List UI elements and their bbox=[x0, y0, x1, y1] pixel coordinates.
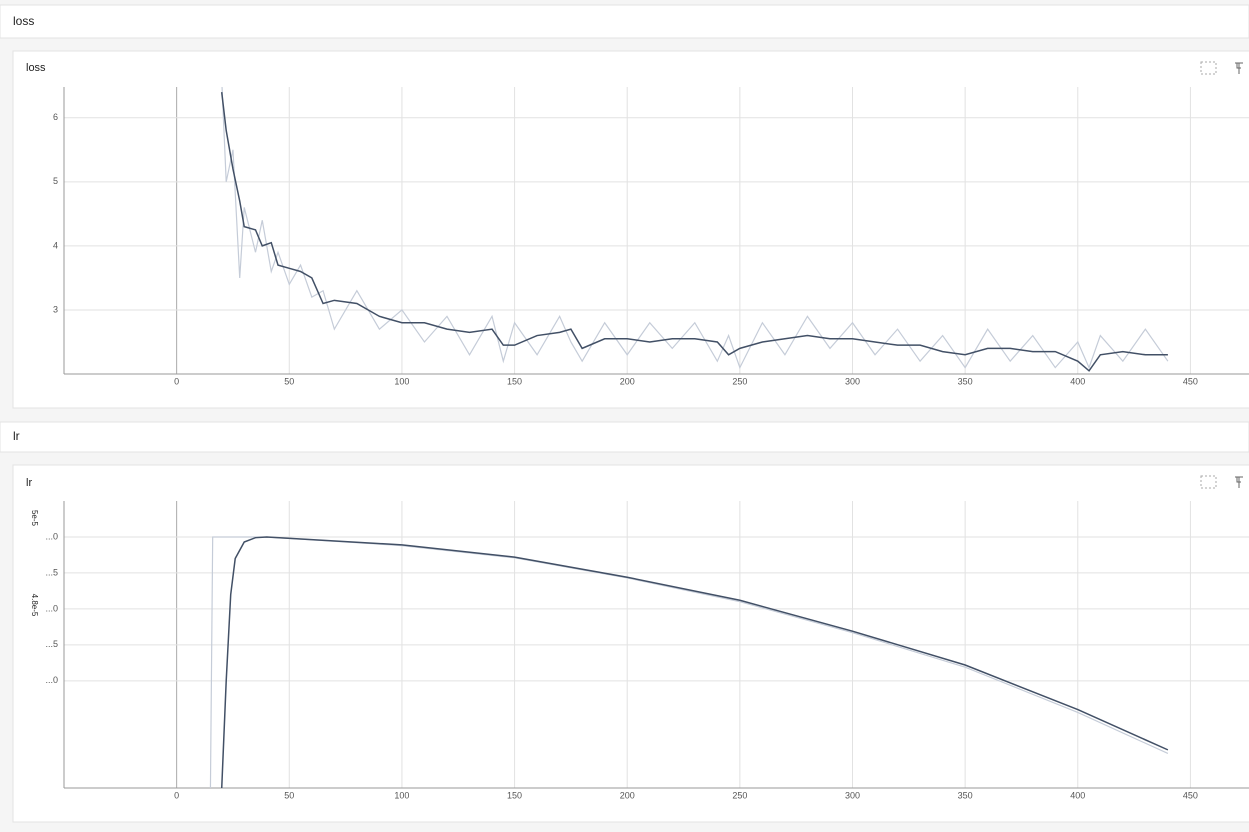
y-tick-label: 4 bbox=[53, 240, 58, 250]
section-header[interactable] bbox=[0, 421, 1249, 453]
series-line bbox=[221, 87, 1169, 370]
y-tick-label: ...5 bbox=[45, 567, 58, 577]
axis-annotation: 4.8e-5 bbox=[30, 594, 39, 617]
x-tick-label: 450 bbox=[1183, 790, 1198, 800]
series-line bbox=[220, 536, 1169, 788]
x-tick-label: 250 bbox=[732, 376, 747, 386]
x-tick-label: 400 bbox=[1070, 790, 1085, 800]
chart-title: loss bbox=[26, 62, 46, 74]
x-tick-label: 450 bbox=[1183, 376, 1198, 386]
x-tick-label: 300 bbox=[845, 376, 860, 386]
fullscreen-button[interactable] bbox=[1200, 61, 1217, 75]
chart-title: lr bbox=[26, 477, 32, 489]
section-header[interactable] bbox=[0, 4, 1249, 39]
x-tick-label: 50 bbox=[284, 376, 294, 386]
x-tick-label: 0 bbox=[174, 790, 179, 800]
y-tick-label: 6 bbox=[53, 112, 58, 122]
y-tick-label: ...0 bbox=[45, 603, 58, 613]
plot bbox=[220, 87, 1169, 372]
x-tick-label: 150 bbox=[507, 790, 522, 800]
axis-annotation: 5e-5 bbox=[30, 510, 39, 527]
x-tick-label: 100 bbox=[394, 790, 409, 800]
y-tick-label: ...0 bbox=[45, 531, 58, 541]
x-tick-label: 100 bbox=[394, 376, 409, 386]
chart-card bbox=[12, 464, 1249, 823]
fullscreen-button[interactable] bbox=[1200, 475, 1217, 489]
x-tick-label: 300 bbox=[845, 790, 860, 800]
x-tick-label: 350 bbox=[958, 790, 973, 800]
x-tick-label: 250 bbox=[732, 790, 747, 800]
x-tick-label: 150 bbox=[507, 376, 522, 386]
x-tick-label: 400 bbox=[1070, 376, 1085, 386]
section-title: lr bbox=[13, 429, 20, 443]
series-line bbox=[220, 92, 1168, 372]
pin-button[interactable] bbox=[1235, 476, 1243, 488]
y-tick-label: ...0 bbox=[45, 675, 58, 685]
x-tick-label: 350 bbox=[958, 376, 973, 386]
section-title: loss bbox=[13, 14, 34, 28]
x-tick-label: 200 bbox=[620, 376, 635, 386]
y-tick-label: 3 bbox=[53, 304, 58, 314]
y-tick-label: 5 bbox=[53, 176, 58, 186]
x-tick-label: 200 bbox=[620, 790, 635, 800]
y-tick-label: ...5 bbox=[45, 639, 58, 649]
x-tick-label: 0 bbox=[174, 376, 179, 386]
plot bbox=[209, 536, 1169, 788]
x-tick-label: 50 bbox=[284, 790, 294, 800]
pin-button[interactable] bbox=[1235, 62, 1243, 74]
